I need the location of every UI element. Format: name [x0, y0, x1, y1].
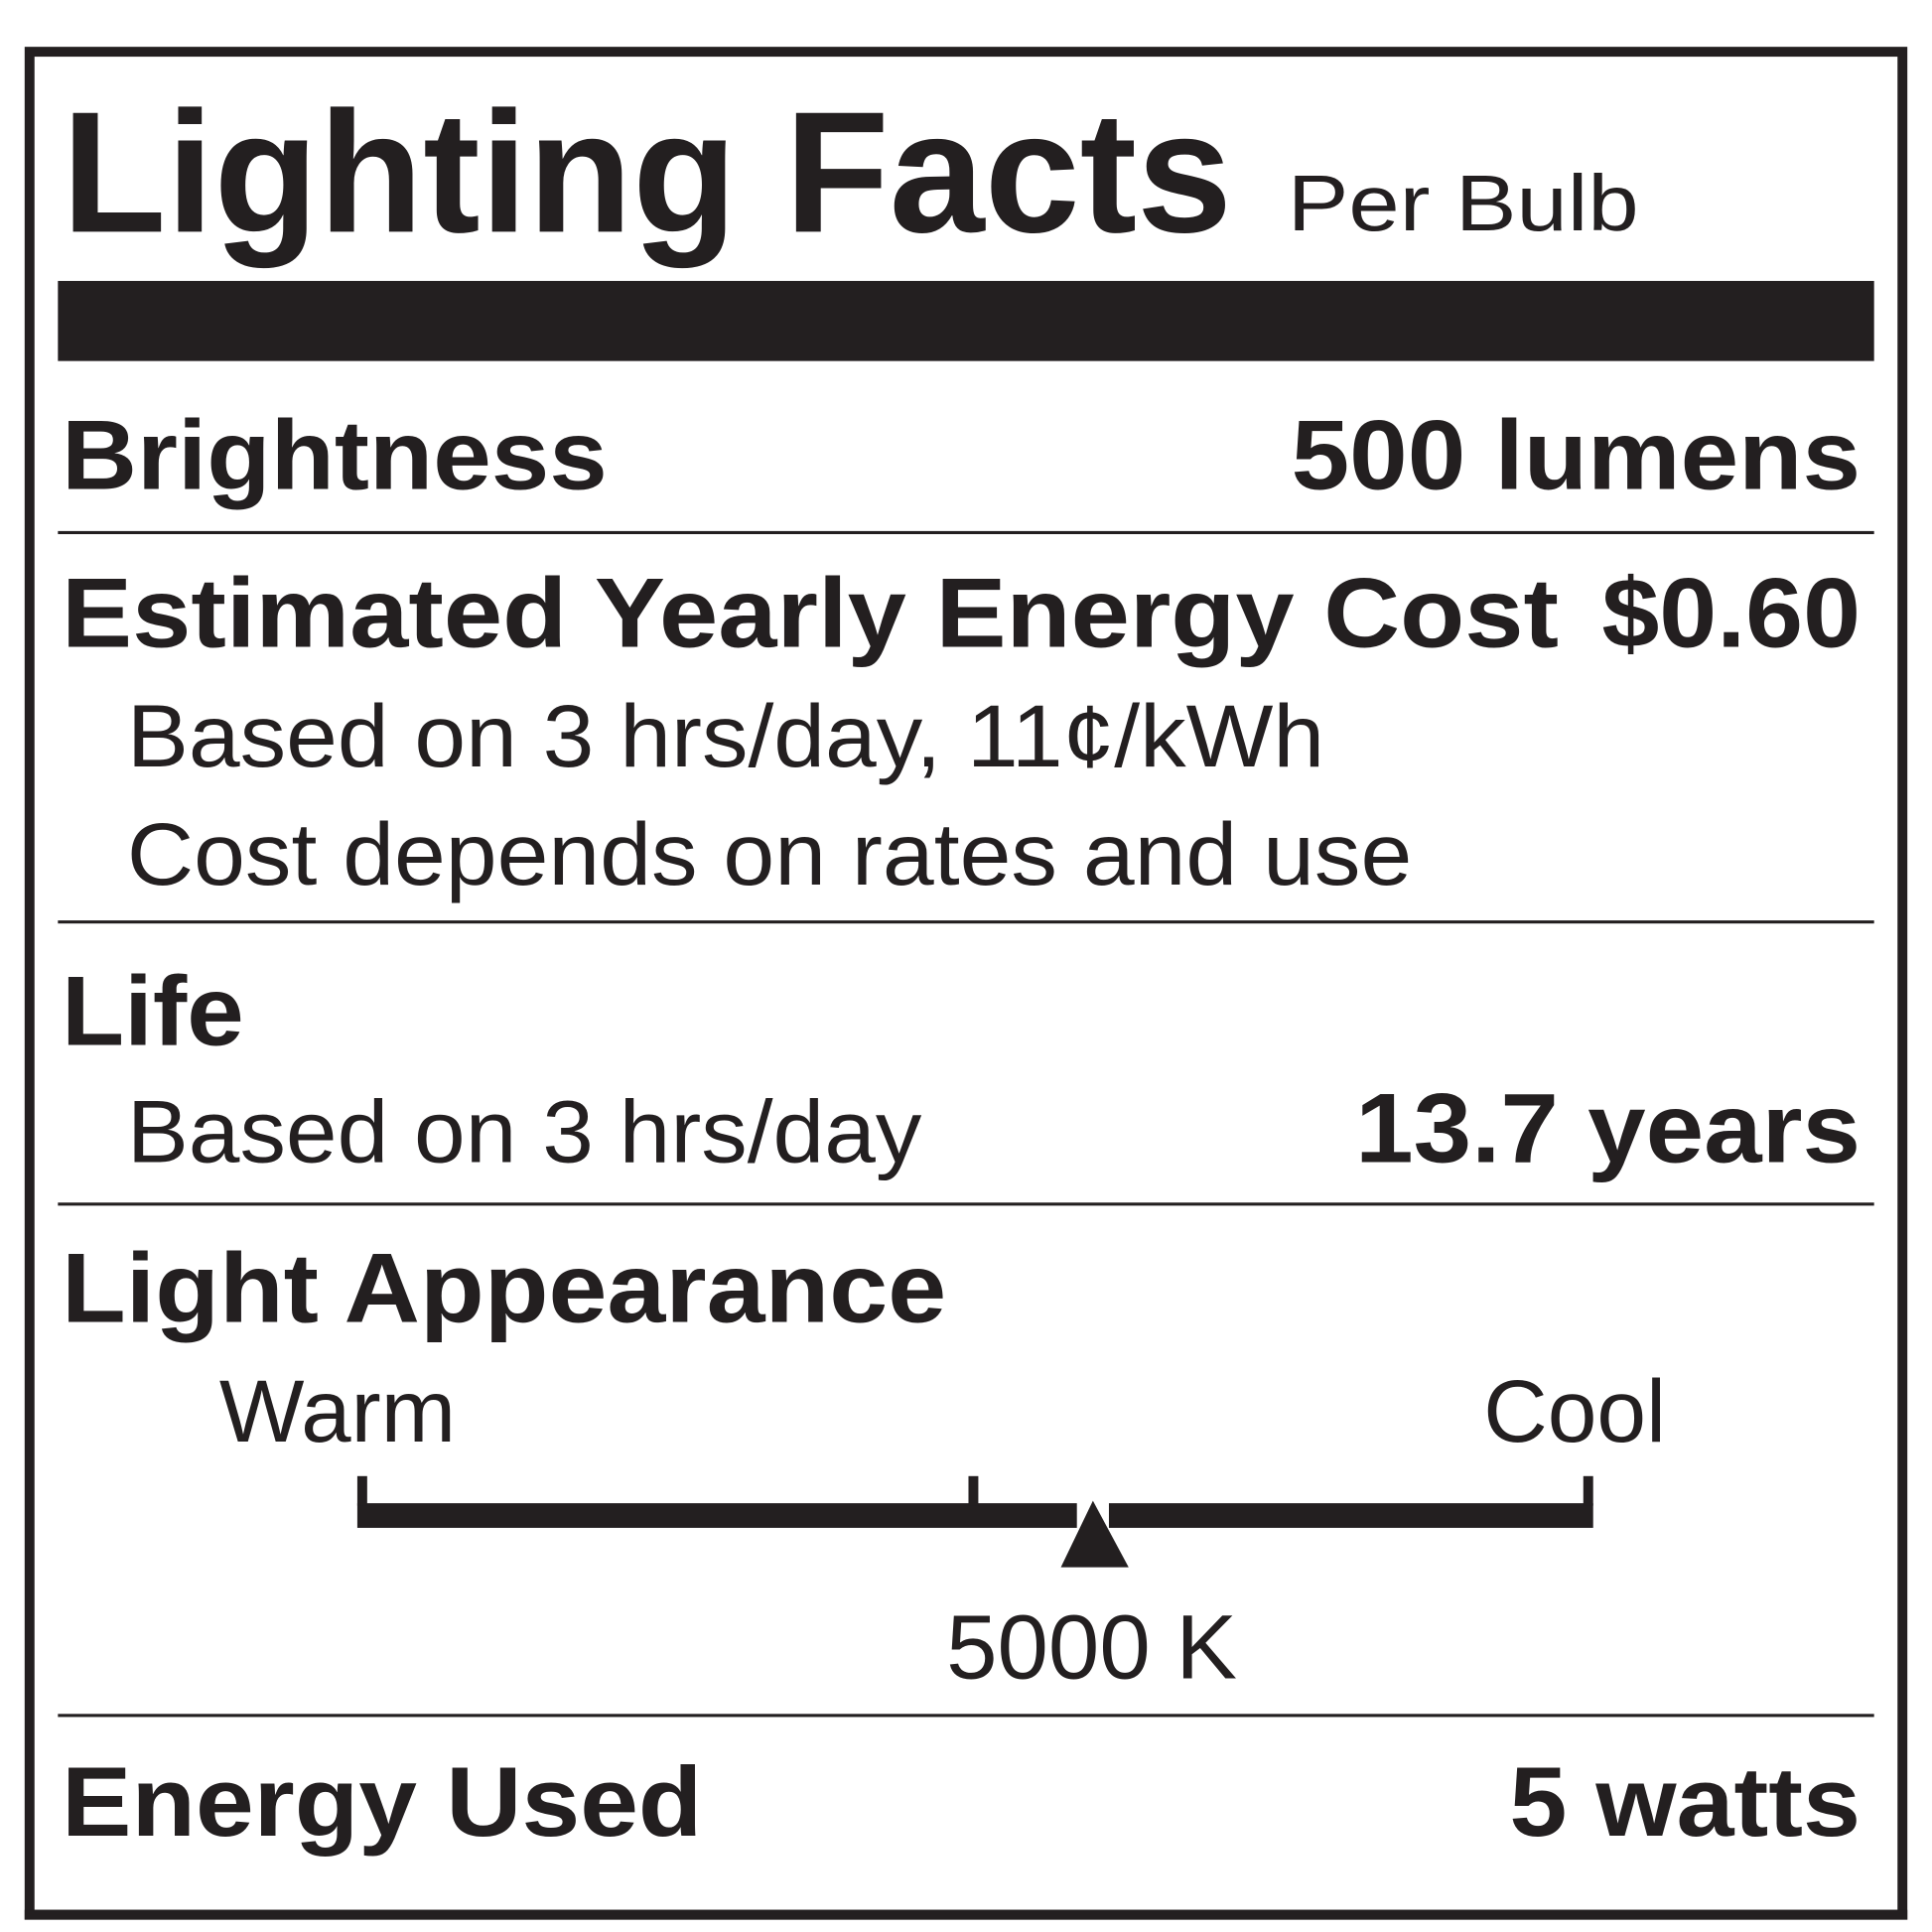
- warm-label: Warm: [219, 1361, 456, 1460]
- divider: [58, 1714, 1874, 1718]
- energy-cost-value: $0.60: [1601, 559, 1861, 669]
- outer-border-bottom: [24, 1909, 1908, 1920]
- life-value: 13.7 years: [1355, 1073, 1861, 1183]
- scale-tick-cool: [1583, 1475, 1593, 1506]
- light-appearance-label: Light Appearance: [62, 1234, 946, 1344]
- divider: [58, 920, 1874, 924]
- color-temperature-scale: [356, 1475, 1593, 1568]
- cool-label: Cool: [1483, 1361, 1666, 1460]
- scale-tick-warm: [356, 1475, 367, 1506]
- energy-cost-note-rates: Cost depends on rates and use: [127, 804, 1412, 903]
- subtitle: Per Bulb: [1288, 159, 1639, 247]
- title: Lighting Facts: [62, 75, 1232, 268]
- energy-used-value: 5 watts: [1509, 1747, 1861, 1858]
- energy-cost-note-basis: Based on 3 hrs/day, 11¢/kWh: [127, 686, 1324, 785]
- scale-bar-right: [1108, 1503, 1593, 1528]
- brightness-label: Brightness: [62, 401, 608, 511]
- life-label: Life: [62, 956, 244, 1066]
- divider: [58, 1202, 1874, 1206]
- divider: [58, 530, 1874, 535]
- energy-used-label: Energy Used: [62, 1747, 702, 1858]
- scale-marker-triangle: [1060, 1500, 1129, 1568]
- scale-bar-left: [356, 1503, 1077, 1528]
- title-bar: [58, 280, 1874, 361]
- life-note: Based on 3 hrs/day: [127, 1081, 922, 1180]
- scale-tick-mid: [968, 1475, 979, 1506]
- energy-cost-label: Estimated Yearly Energy Cost: [62, 559, 1559, 669]
- brightness-value: 500 lumens: [1292, 401, 1861, 511]
- color-temperature-value: 5000 K: [946, 1596, 1237, 1698]
